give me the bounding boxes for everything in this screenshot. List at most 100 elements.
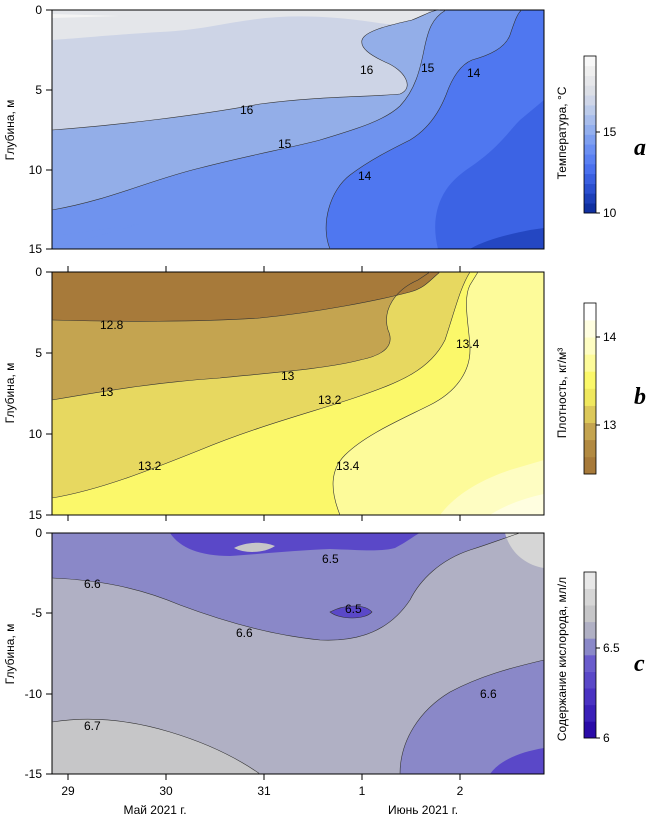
temp-contour-label: 16 [240, 103, 254, 117]
temp-band-12-13 [435, 100, 544, 249]
colorbar-swatch [584, 183, 596, 194]
x-tick-label: 29 [61, 784, 75, 798]
colorbar-swatch [584, 638, 596, 656]
colorbar-swatch [584, 105, 596, 116]
colorbar-frame [583, 571, 597, 739]
oxy-contour-label: 6.6 [480, 687, 497, 701]
panel-a-contours [52, 10, 544, 249]
colorbar-swatch [584, 154, 596, 165]
colorbar-swatch [584, 456, 596, 475]
panel-c-contours [52, 533, 544, 774]
x-month-label: Июнь 2021 г. [388, 803, 458, 817]
colorbar-swatch [584, 655, 596, 672]
colorbar-swatch [584, 688, 596, 706]
y-axis-label: Глубина, м [3, 100, 17, 161]
panel-b-frame [51, 271, 545, 516]
temp-band-11-12 [470, 228, 544, 249]
y-tick-label: -5 [31, 606, 42, 620]
colorbar-swatch [584, 95, 596, 106]
x-tick-label: 31 [257, 784, 271, 798]
y-tick-label: -15 [25, 767, 43, 781]
panel-letter: b [634, 384, 646, 410]
colorbar-swatch [584, 85, 596, 96]
temp-contour-label: 14 [358, 169, 372, 183]
colorbar-swatch [584, 388, 596, 406]
colorbar-swatch [584, 144, 596, 155]
oxy-island-high [234, 542, 275, 552]
x-tick-label: 30 [159, 784, 173, 798]
colorbar-swatch [584, 65, 596, 76]
dens-contour-label: 13.2 [318, 393, 342, 407]
y-tick-label: -10 [25, 687, 43, 701]
panel-c-colorbar [583, 571, 600, 739]
x-month-label: Май 2021 г. [123, 803, 186, 817]
colorbar-swatch [584, 56, 596, 67]
dens-band-13.6-13.8 [440, 460, 544, 515]
colorbar-swatch [584, 163, 596, 175]
colorbar-swatch [584, 173, 596, 184]
colorbar-frame [583, 55, 597, 214]
y-tick-label: 10 [29, 163, 43, 177]
panel-b-contour-lines [51, 271, 479, 516]
colorbar-swatch [584, 303, 596, 321]
colorbar-label: Температура, °С [555, 86, 569, 179]
oxy-band-6.5-6.6 [52, 533, 520, 641]
panel-b-colorbar [583, 302, 600, 475]
temp-contour-label: 15 [421, 61, 435, 75]
dens-band-13.4-13.6 [333, 272, 544, 515]
temp-band-top [52, 14, 120, 18]
temp-contour-label: 14 [467, 66, 481, 80]
colorbar-label: Плотность, кг/м³ [555, 348, 569, 439]
dens-contour-label: 13 [100, 385, 114, 399]
x-tick-label: 1 [359, 784, 366, 798]
temp-contour-label: 15 [278, 137, 292, 151]
colorbar-frame [583, 302, 597, 475]
colorbar-label: Содержание кислорода, мл/л [555, 577, 569, 741]
dens-contour-label: 13.2 [138, 459, 162, 473]
oxy-contour-label: 6.7 [84, 719, 101, 733]
panel-b-contour-labels: 12.8 13 13.2 13 13.2 13.4 13.4 [100, 318, 480, 473]
y-tick-label: 0 [35, 3, 42, 17]
colorbar-tick-label: 6.5 [603, 641, 620, 655]
colorbar-tick-label: 14 [603, 330, 617, 344]
oxy-contour-label: 6.6 [84, 577, 101, 591]
colorbar-tick-label: 6 [603, 731, 610, 745]
temp-band-surface [52, 10, 430, 40]
oxy-band-6.3-6.4 [170, 533, 420, 556]
colorbar-swatch [584, 75, 596, 86]
panel-a-contour-labels: 16 15 14 16 15 14 [240, 61, 481, 183]
oxy-band-deep [400, 660, 544, 774]
colorbar-swatch [584, 422, 596, 441]
panel-c: 6.6 6.6 6.5 6.5 6.6 6.7 0 -5 -10 -15 Глу… [3, 526, 645, 817]
y-tick-label: 5 [35, 83, 42, 97]
oxy-band-6.7 [52, 719, 260, 774]
dens-band-13.8 [490, 494, 544, 515]
temp-contour-label: 16 [360, 63, 374, 77]
colorbar-swatch [584, 371, 596, 389]
dens-contour-label: 13.4 [336, 459, 360, 473]
panel-b-x-ticks [67, 266, 461, 521]
panel-a-y-axis [46, 9, 52, 250]
colorbar-swatch [584, 621, 596, 639]
colorbar-swatch [584, 354, 596, 372]
colorbar-tick-label: 15 [603, 125, 617, 139]
dens-contour-label: 13.4 [456, 337, 480, 351]
panel-c-contour-lines [51, 532, 545, 775]
colorbar-swatch [584, 704, 596, 722]
panel-b: 12.8 13 13.2 13 13.2 13.4 13.4 0 5 10 15… [3, 265, 646, 522]
y-axis-label: Глубина, м [3, 624, 17, 685]
panel-a-colorbar [583, 55, 600, 214]
oxy-band-6.8 [505, 533, 544, 568]
colorbar-swatch [584, 572, 596, 589]
dens-contour-label: 12.8 [100, 318, 124, 332]
oxy-island-low [330, 606, 372, 618]
y-axis-label: Глубина, м [3, 363, 17, 424]
colorbar-swatch [584, 605, 596, 623]
dens-contour-label: 13 [281, 369, 295, 383]
colorbar-swatch [584, 193, 596, 204]
panel-b-contours [52, 272, 544, 515]
colorbar-swatch [584, 114, 596, 125]
colorbar-swatch [584, 134, 596, 145]
y-tick-label: 15 [29, 242, 43, 256]
